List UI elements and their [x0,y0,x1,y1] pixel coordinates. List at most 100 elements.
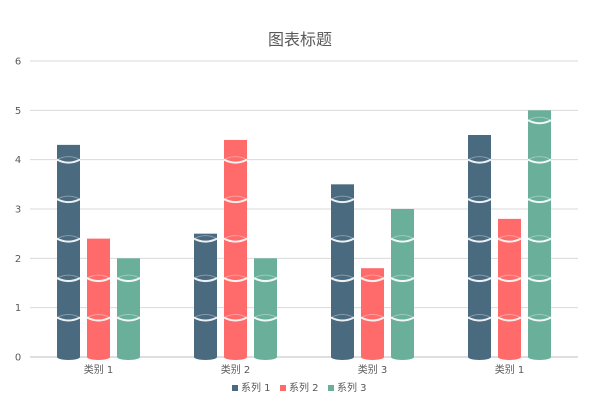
y-tick-label: 1 [15,303,21,314]
bar-segment-divider [527,314,552,318]
bar [360,268,385,360]
bar-segment-divider [56,235,81,240]
legend-label: 系列 2 [289,381,319,394]
bar-segment-divider [390,274,415,279]
bar-segment-divider [193,277,218,283]
bar-base [361,354,384,360]
bar-base [528,354,551,360]
bar-segment-divider [253,314,278,318]
bar-body [117,258,140,357]
bar-body [528,110,551,357]
bar-segment-divider [253,316,278,322]
bar-body [391,209,414,357]
bar-segment-divider [360,274,385,279]
bar-segment-divider [223,195,248,200]
bar-base [498,354,521,360]
bar-segment-divider [86,316,111,322]
bar-segment-divider [223,198,248,204]
bar-base [57,354,80,360]
bar [223,139,248,360]
bar [390,209,415,360]
bar-segment-divider [467,274,492,279]
legend-item: 系列 2 [280,381,319,394]
bar-segment-divider [193,237,218,243]
bar-base [331,354,354,360]
bar-segment-divider [330,237,355,243]
bar [467,135,492,360]
bar-segment-divider [253,274,278,279]
bar-body [468,135,491,357]
bar-segment-divider [223,316,248,322]
bar-segment-divider [330,198,355,204]
bar-body [87,238,110,357]
bar-segment-divider [330,274,355,279]
bar-segment-divider [527,274,552,279]
bar-segment-divider [56,198,81,204]
bar-segment-divider [193,235,218,240]
bar-segment-divider [390,314,415,318]
bar-segment-divider [527,158,552,164]
bar-segment-divider [527,156,552,161]
bar-body [361,268,384,357]
bar-segment-divider [86,274,111,279]
y-tick-label: 4 [15,155,21,166]
bar-body [224,139,247,357]
bar-segment-divider [223,314,248,318]
bar-segment-divider [116,316,141,322]
bar-segment-divider [467,156,492,161]
y-tick-label: 6 [15,57,21,68]
bar-segment-divider [223,156,248,161]
bar [56,144,81,360]
bar-segment-divider [467,158,492,164]
bar-segment-divider [116,274,141,279]
bar-segment-divider [116,314,141,318]
bar [86,238,111,360]
bar-segment-divider [467,195,492,200]
bar-segment-divider [497,316,522,322]
bar-base [468,354,491,360]
bar-segment-divider [527,198,552,204]
bar-segment-divider [56,237,81,243]
bar-segment-divider [527,235,552,240]
bar-body [331,184,354,357]
bar-segment-divider [56,156,81,161]
bar-segment-divider [497,314,522,318]
bar-segment-divider [56,316,81,322]
bar-base [391,354,414,360]
bar-segment-divider [497,235,522,240]
legend: 系列 1 系列 2 系列 3 [232,381,367,394]
bar-segment-divider [86,314,111,318]
bar-segment-divider [56,274,81,279]
legend-label: 系列 1 [241,381,271,394]
bar-segment-divider [330,316,355,322]
bar-base [117,354,140,360]
legend-swatch [328,385,334,391]
bar-segment-divider [497,277,522,283]
bar-segment-divider [223,237,248,243]
bar-segment-divider [467,235,492,240]
legend-swatch [232,385,238,391]
bar-base [254,354,277,360]
bar-segment-divider [86,277,111,283]
y-tick-label: 2 [15,254,21,265]
bar-segment-divider [360,316,385,322]
bar-segment-divider [330,277,355,283]
bar [527,110,552,360]
bar [497,218,522,360]
bar-segment-divider [497,237,522,243]
bar-segment-divider [390,316,415,322]
bar-segment-divider [467,237,492,243]
bar-segment-divider [193,274,218,279]
bar-segment-divider [56,195,81,200]
bar-segment-divider [527,195,552,200]
legend-item: 系列 1 [232,381,271,394]
chart-title: 图表标题 [268,30,332,49]
x-tick-label: 类别 2 [221,363,251,376]
bar-segment-divider [527,119,552,125]
bar-segment-divider [467,314,492,318]
bars [56,110,552,360]
bar [116,258,141,360]
bar [193,233,218,360]
